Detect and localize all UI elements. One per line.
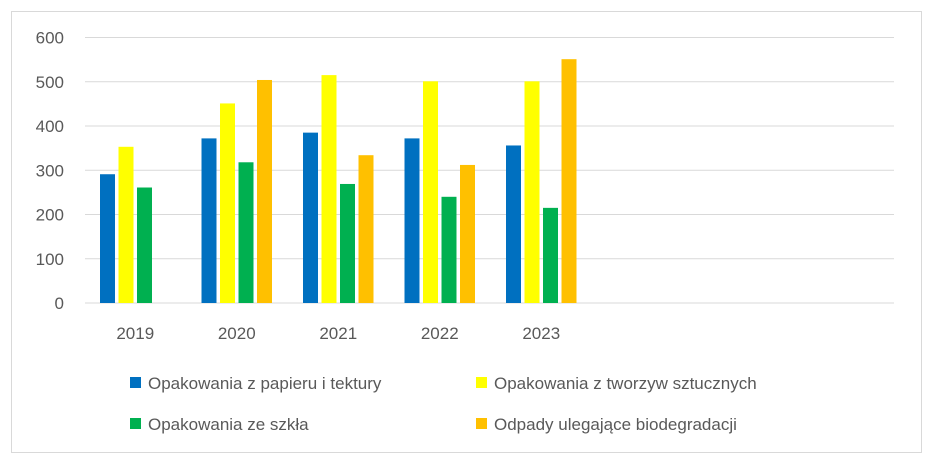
- legend-swatch: [476, 377, 487, 388]
- x-tick-label: 2022: [421, 324, 459, 343]
- legend-swatch: [130, 418, 141, 429]
- x-tick-label: 2020: [218, 324, 256, 343]
- bar-2020-series-2: [220, 103, 235, 304]
- y-axis-tick-labels: 0 100 200 300 400 500 600: [36, 29, 64, 314]
- legend-swatch: [130, 377, 141, 388]
- bar-2021-series-3: [340, 183, 355, 303]
- y-tick-label: 600: [36, 29, 64, 48]
- bar-2020-series-3: [238, 162, 254, 303]
- legend-item: Opakowania z tworzyw sztucznych: [476, 374, 757, 393]
- bar-2023-series-2: [524, 81, 540, 304]
- bar-2021-series-4: [358, 155, 374, 303]
- bar-2020-series-4: [257, 79, 272, 303]
- x-tick-label: 2023: [522, 324, 560, 343]
- legend-swatch: [476, 418, 487, 429]
- x-axis-tick-labels: 2019 2020 2021 2022 2023: [116, 324, 560, 343]
- bar-2020-series-1: [201, 138, 217, 303]
- bar-2019-series-2: [118, 146, 134, 303]
- bar-2021-series-2: [321, 75, 337, 303]
- x-tick-label: 2019: [116, 324, 154, 343]
- bar-2023-series-3: [543, 207, 558, 303]
- chart-frame: 0 100 200 300 400 500 600 2019 2020 2021 2022 2023…: [11, 11, 922, 453]
- legend-label: Opakowania ze szkła: [148, 415, 309, 434]
- bar-2023-series-1: [506, 145, 521, 303]
- legend-item: Opakowania ze szkła: [130, 415, 309, 434]
- bars: [100, 59, 577, 304]
- y-tick-label: 200: [36, 206, 64, 225]
- bar-2022-series-1: [404, 138, 420, 303]
- bar-2019-series-3: [137, 187, 152, 303]
- bar-2022-series-4: [460, 164, 475, 303]
- bar-2022-series-3: [441, 196, 457, 303]
- legend-item: Opakowania z papieru i tektury: [130, 374, 382, 393]
- bar-2021-series-1: [303, 132, 318, 303]
- bar-2023-series-4: [561, 59, 577, 304]
- bar-2019-series-1: [100, 174, 115, 303]
- x-tick-label: 2021: [319, 324, 357, 343]
- legend-label: Opakowania z tworzyw sztucznych: [494, 374, 757, 393]
- y-tick-label: 0: [55, 294, 64, 313]
- legend: Opakowania z papieru i tektury Opakowania…: [130, 374, 757, 434]
- y-tick-label: 100: [36, 250, 64, 269]
- y-tick-label: 400: [36, 117, 64, 136]
- y-tick-label: 300: [36, 161, 64, 180]
- y-tick-label: 500: [36, 73, 64, 92]
- legend-item: Odpady ulegające biodegradacji: [476, 415, 737, 434]
- legend-label: Opakowania z papieru i tektury: [148, 374, 382, 393]
- bar-chart: 0 100 200 300 400 500 600 2019 2020 2021 2022 2023…: [36, 29, 894, 434]
- gridlines: [85, 37, 894, 304]
- bar-2022-series-2: [423, 81, 438, 304]
- legend-label: Odpady ulegające biodegradacji: [494, 415, 737, 434]
